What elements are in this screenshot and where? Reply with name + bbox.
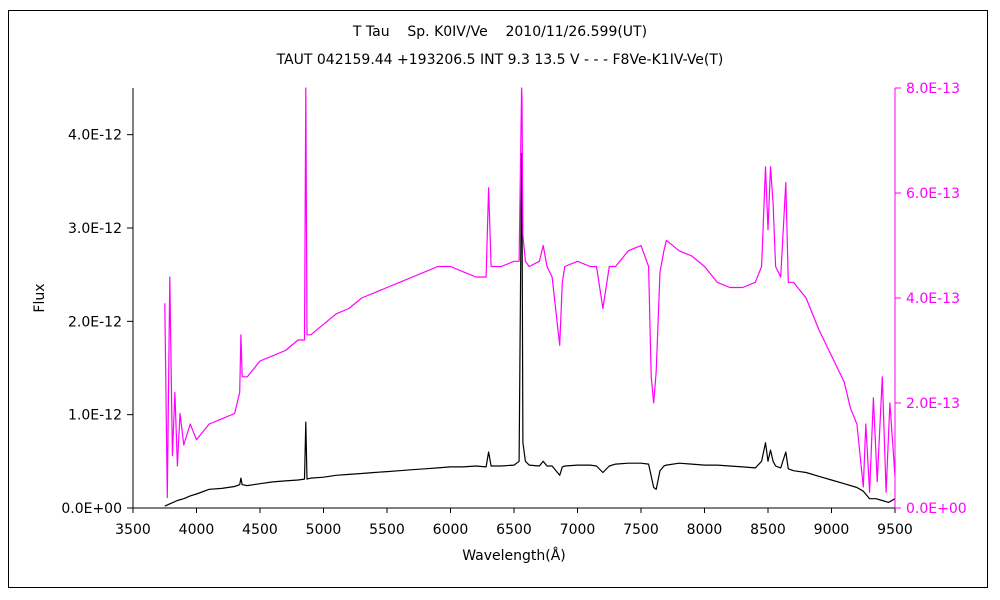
y-left-tick-label: 0.0E+00 [61,501,122,517]
x-tick-label: 5500 [369,522,405,538]
y-right-tick-label: 2.0E-13 [906,396,960,412]
x-tick-label: 9000 [814,522,850,538]
x-tick-label: 5000 [306,522,342,538]
y-left-tick-label: 4.0E-12 [68,128,122,144]
x-tick-label: 6500 [496,522,532,538]
series-line-black [164,152,896,507]
series-line-magenta [164,87,896,499]
chart-subtitle: TAUT 042159.44 +193206.5 INT 9.3 13.5 V … [276,52,724,68]
x-tick-label: 7000 [560,522,596,538]
x-tick-label: 6000 [433,522,469,538]
chart-title: T Tau Sp. K0IV/Ve 2010/11/26.599(UT) [352,24,648,40]
y-axis-title: Flux [32,283,48,312]
y-right-tick-label: 6.0E-13 [906,186,960,202]
y-right-tick-label: 0.0E+00 [906,501,967,517]
x-tick-label: 4500 [242,522,278,538]
x-tick-label: 4000 [179,522,215,538]
y-left-tick-label: 3.0E-12 [68,221,122,237]
x-tick-label: 3500 [115,522,151,538]
x-tick-label: 8500 [750,522,786,538]
y-right-tick-label: 8.0E-13 [906,81,960,97]
chart-frame [8,10,988,588]
y-left-tick-label: 2.0E-12 [68,314,122,330]
x-axis-title: Wavelength(Å) [462,547,566,564]
x-tick-label: 9500 [877,522,913,538]
y-left-tick-label: 1.0E-12 [68,408,122,424]
x-tick-label: 7500 [623,522,659,538]
x-tick-label: 8000 [687,522,723,538]
y-right-tick-label: 4.0E-13 [906,291,960,307]
